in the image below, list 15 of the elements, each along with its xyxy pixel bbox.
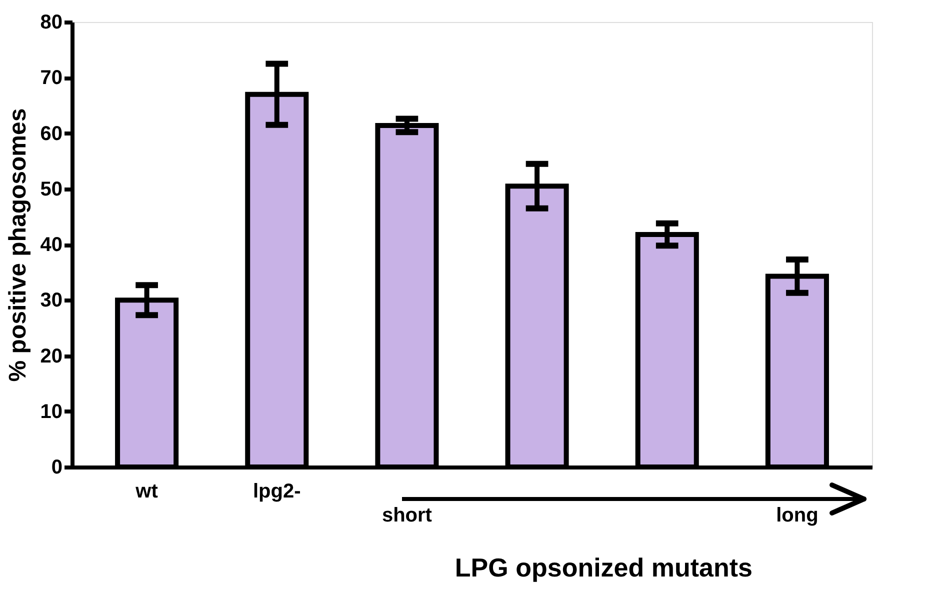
y-tick-label: 20: [40, 345, 62, 368]
y-tick-label: 40: [40, 234, 62, 256]
y-axis-title: % positive phagosomes: [4, 108, 32, 382]
y-tick-label: 80: [40, 12, 62, 34]
y-tick-label: 60: [40, 122, 62, 145]
x-axis-title: LPG opsonized mutants: [454, 552, 752, 582]
x-tick-label: wt: [134, 480, 158, 502]
y-tick-label: 30: [40, 290, 62, 312]
y-tick-label: 10: [40, 400, 62, 423]
x-tick-label: short: [382, 504, 432, 526]
x-tick-label: long: [776, 504, 818, 526]
y-tick-label: 0: [51, 456, 62, 478]
y-tick-label: 70: [40, 67, 62, 90]
y-tick-label: 50: [40, 178, 62, 200]
x-tick-label: lpg2-: [252, 480, 301, 502]
